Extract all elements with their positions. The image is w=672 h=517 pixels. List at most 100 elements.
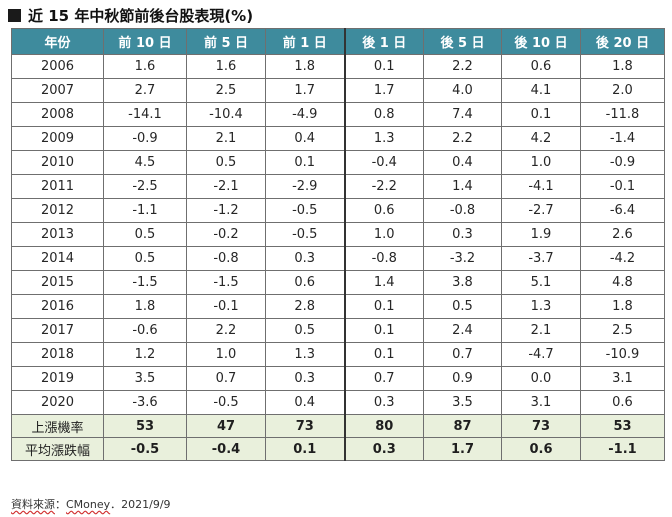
year-cell: 2018 [11, 342, 104, 367]
value-cell: -0.5 [186, 390, 266, 415]
value-cell: 0.9 [423, 366, 502, 391]
value-cell: 0.5 [103, 246, 187, 271]
summary-label: 平均漲跌幅 [11, 437, 104, 461]
table-row: 2008 -14.1 -10.4 -4.9 0.8 7.4 0.1 -11.8 [11, 102, 665, 127]
year-cell: 2009 [11, 126, 104, 151]
value-cell: 2.1 [501, 318, 581, 343]
year-cell: 2007 [11, 78, 104, 103]
summary-row: 上漲機率 53 47 73 80 87 73 53 [11, 414, 665, 438]
value-cell: 3.1 [580, 366, 665, 391]
year-cell: 2016 [11, 294, 104, 319]
column-header-5: 後 5 日 [423, 28, 502, 55]
value-cell: -0.5 [265, 198, 345, 223]
value-cell: 2.7 [103, 78, 187, 103]
summary-value: 0.1 [265, 437, 345, 461]
summary-value: 53 [103, 414, 187, 438]
value-cell: 0.6 [343, 198, 424, 223]
value-cell: 2.8 [265, 294, 345, 319]
value-cell: 0.4 [265, 126, 345, 151]
value-cell: 3.8 [423, 270, 502, 295]
summary-row: 平均漲跌幅 -0.5 -0.4 0.1 0.3 1.7 0.6 -1.1 [11, 437, 665, 461]
value-cell: 2.5 [186, 78, 266, 103]
table-row: 2011 -2.5 -2.1 -2.9 -2.2 1.4 -4.1 -0.1 [11, 174, 665, 199]
table-row: 2020 -3.6 -0.5 0.4 0.3 3.5 3.1 0.6 [11, 390, 665, 415]
value-cell: -1.4 [580, 126, 665, 151]
value-cell: -2.7 [501, 198, 581, 223]
value-cell: -0.5 [265, 222, 345, 247]
value-cell: 2.0 [580, 78, 665, 103]
value-cell: -4.2 [580, 246, 665, 271]
value-cell: 1.8 [580, 294, 665, 319]
value-cell: 0.4 [423, 150, 502, 175]
table-row: 2013 0.5 -0.2 -0.5 1.0 0.3 1.9 2.6 [11, 222, 665, 247]
value-cell: -0.1 [580, 174, 665, 199]
column-header-0: 年份 [11, 28, 104, 55]
summary-value: 0.6 [501, 437, 581, 461]
value-cell: 3.5 [423, 390, 502, 415]
source-footer: 資料來源：CMoney．2021/9/9 [11, 496, 171, 512]
year-cell: 2012 [11, 198, 104, 223]
summary-value: 87 [423, 414, 502, 438]
summary-value: -0.4 [186, 437, 266, 461]
value-cell: 0.8 [343, 102, 424, 127]
value-cell: 0.3 [265, 366, 345, 391]
table-row: 2006 1.6 1.6 1.8 0.1 2.2 0.6 1.8 [11, 54, 665, 79]
value-cell: -4.7 [501, 342, 581, 367]
value-cell: 0.7 [423, 342, 502, 367]
value-cell: 2.2 [423, 126, 502, 151]
value-cell: -1.5 [103, 270, 187, 295]
value-cell: 0.1 [343, 318, 424, 343]
value-cell: 0.1 [265, 150, 345, 175]
value-cell: -2.1 [186, 174, 266, 199]
year-cell: 2020 [11, 390, 104, 415]
value-cell: 0.1 [343, 294, 424, 319]
value-cell: 0.3 [343, 390, 424, 415]
value-cell: -0.2 [186, 222, 266, 247]
header-row: 年份前 10 日前 5 日前 1 日後 1 日後 5 日後 10 日後 20 日 [11, 28, 665, 55]
value-cell: -10.9 [580, 342, 665, 367]
year-cell: 2017 [11, 318, 104, 343]
table-row: 2015 -1.5 -1.5 0.6 1.4 3.8 5.1 4.8 [11, 270, 665, 295]
value-cell: 1.0 [343, 222, 424, 247]
value-cell: 2.1 [186, 126, 266, 151]
column-header-1: 前 10 日 [103, 28, 187, 55]
value-cell: 1.0 [501, 150, 581, 175]
column-header-2: 前 5 日 [186, 28, 266, 55]
summary-value: 73 [501, 414, 581, 438]
year-cell: 2014 [11, 246, 104, 271]
value-cell: 4.1 [501, 78, 581, 103]
value-cell: 4.8 [580, 270, 665, 295]
value-cell: -10.4 [186, 102, 266, 127]
value-cell: 2.2 [423, 54, 502, 79]
table-row: 2012 -1.1 -1.2 -0.5 0.6 -0.8 -2.7 -6.4 [11, 198, 665, 223]
value-cell: -0.9 [103, 126, 187, 151]
value-cell: 1.9 [501, 222, 581, 247]
table-row: 2016 1.8 -0.1 2.8 0.1 0.5 1.3 1.8 [11, 294, 665, 319]
value-cell: 1.6 [103, 54, 187, 79]
value-cell: -11.8 [580, 102, 665, 127]
value-cell: -2.2 [343, 174, 424, 199]
value-cell: 1.8 [265, 54, 345, 79]
column-header-4: 後 1 日 [343, 28, 424, 55]
table-row: 2019 3.5 0.7 0.3 0.7 0.9 0.0 3.1 [11, 366, 665, 391]
source-name: CMoney [66, 498, 111, 511]
value-cell: 7.4 [423, 102, 502, 127]
value-cell: 0.7 [343, 366, 424, 391]
year-cell: 2013 [11, 222, 104, 247]
black-square-icon [8, 8, 21, 22]
summary-value: 73 [265, 414, 345, 438]
value-cell: 1.3 [501, 294, 581, 319]
value-cell: -1.1 [103, 198, 187, 223]
column-header-7: 後 20 日 [580, 28, 665, 55]
column-header-6: 後 10 日 [501, 28, 581, 55]
value-cell: -0.4 [343, 150, 424, 175]
year-cell: 2015 [11, 270, 104, 295]
value-cell: -1.5 [186, 270, 266, 295]
value-cell: -14.1 [103, 102, 187, 127]
summary-value: 47 [186, 414, 266, 438]
year-cell: 2006 [11, 54, 104, 79]
value-cell: 1.7 [343, 78, 424, 103]
value-cell: -0.8 [186, 246, 266, 271]
summary-value: 53 [580, 414, 665, 438]
value-cell: 1.8 [580, 54, 665, 79]
